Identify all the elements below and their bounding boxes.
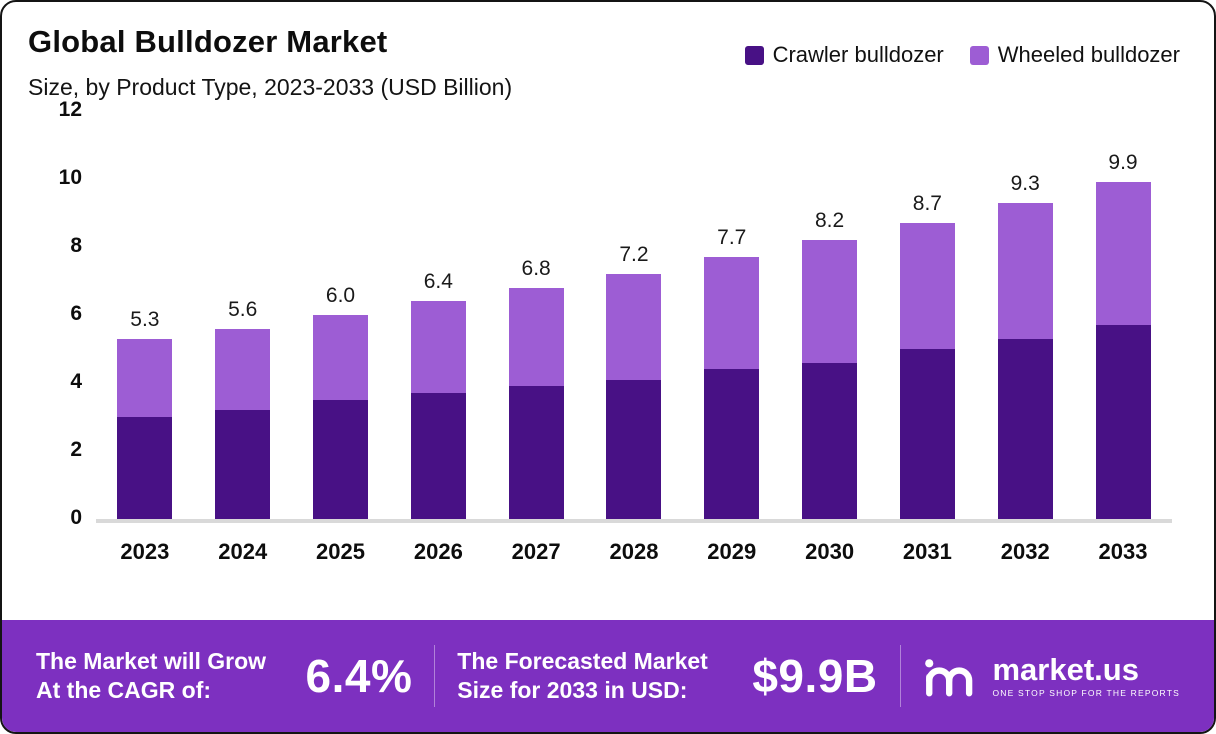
y-axis-tick-label: 12 bbox=[58, 98, 82, 121]
bar-column: 7.2 bbox=[585, 111, 683, 519]
bar-segment-crawler bbox=[997, 338, 1053, 519]
x-axis: 2023 2024 2025 2026 2027 2028 2029 2030 2031 2032… bbox=[96, 539, 1172, 565]
forecast-value: $9.9B bbox=[752, 650, 878, 702]
bar-segment-crawler bbox=[802, 362, 858, 519]
x-axis-label: 2026 bbox=[413, 539, 463, 564]
bar-total-label: 8.7 bbox=[912, 192, 942, 216]
bar-total-label: 7.7 bbox=[717, 226, 747, 250]
bar-segment-wheeled bbox=[410, 301, 466, 394]
wheeled-swatch-icon bbox=[969, 45, 989, 65]
footer-divider bbox=[434, 645, 436, 707]
y-axis-tick-label: 0 bbox=[70, 506, 82, 529]
brand-logo: market.us ONE STOP SHOP FOR THE REPORTS bbox=[922, 654, 1180, 698]
y-axis-tick-label: 4 bbox=[70, 370, 82, 393]
footer-banner: The Market will Grow At the CAGR of: 6.4… bbox=[2, 620, 1214, 732]
chart-header: Global Bulldozer Market Size, by Product… bbox=[2, 2, 1214, 101]
cagr-value: 6.4% bbox=[305, 650, 413, 702]
x-axis-label: 2023 bbox=[120, 539, 170, 564]
bar-column: 8.2 bbox=[781, 111, 879, 519]
bar-segment-crawler bbox=[606, 379, 662, 519]
bar-column: 9.3 bbox=[976, 111, 1074, 519]
bar-total-label: 8.2 bbox=[814, 209, 845, 233]
bar-segment-crawler bbox=[313, 400, 369, 519]
legend: Crawler bulldozer Wheeled bulldozer bbox=[744, 42, 1180, 68]
page-subtitle: Size, by Product Type, 2023-2033 (USD Bi… bbox=[28, 74, 513, 100]
forecast-label: The Forecasted Market Size for 2033 in U… bbox=[457, 648, 708, 703]
bar-segment-crawler bbox=[899, 349, 955, 519]
x-axis-label: 2033 bbox=[1098, 539, 1148, 564]
bar-total-label: 5.6 bbox=[228, 297, 258, 321]
bar-segment-crawler bbox=[1095, 325, 1151, 519]
plot-area: 5.3 5.6 6.0 6.4 6.8 7.2 7.7 8.2 8.7 9.3 9.9 0 2 4 6 8 1… bbox=[59, 98, 1172, 529]
bar-column: 5.6 bbox=[194, 111, 292, 519]
bar-column: 6.4 bbox=[389, 111, 487, 519]
x-axis-label: 2030 bbox=[805, 539, 855, 564]
bar-column: 8.7 bbox=[879, 111, 977, 519]
bar-column: 5.3 bbox=[96, 111, 194, 519]
footer-divider bbox=[899, 645, 901, 707]
legend-label: Crawler bulldozer bbox=[772, 42, 944, 67]
bar-segment-wheeled bbox=[899, 223, 955, 349]
bar-segment-crawler bbox=[410, 393, 466, 519]
bar-segment-wheeled bbox=[117, 338, 173, 417]
bar-segment-wheeled bbox=[1095, 182, 1151, 326]
bar-segment-wheeled bbox=[508, 287, 564, 387]
bar-total-label: 7.2 bbox=[619, 243, 649, 267]
x-axis-label: 2029 bbox=[707, 539, 757, 564]
brand-name: market.us bbox=[992, 652, 1139, 688]
x-axis-label: 2027 bbox=[511, 539, 561, 564]
bar-segment-crawler bbox=[508, 386, 564, 519]
cagr-label: The Market will Grow At the CAGR of: bbox=[36, 648, 267, 703]
bar-column: 6.8 bbox=[487, 111, 585, 519]
x-axis-label: 2028 bbox=[609, 539, 659, 564]
bar-total-label: 9.3 bbox=[1010, 171, 1040, 195]
legend-item-wheeled: Wheeled bulldozer bbox=[969, 42, 1180, 68]
legend-label: Wheeled bulldozer bbox=[997, 42, 1180, 67]
bar-segment-wheeled bbox=[313, 315, 369, 400]
bar-segment-crawler bbox=[215, 410, 271, 519]
bar-segment-wheeled bbox=[606, 274, 662, 380]
bar-column: 7.7 bbox=[683, 111, 781, 519]
x-axis-label: 2031 bbox=[902, 539, 952, 564]
bars-container: 5.3 5.6 6.0 6.4 6.8 7.2 7.7 8.2 8.7 9.3 9.9 bbox=[96, 111, 1172, 519]
page-title: Global Bulldozer Market bbox=[28, 24, 388, 59]
x-axis-label: 2024 bbox=[218, 539, 268, 564]
y-axis-tick-label: 8 bbox=[70, 234, 82, 257]
x-axis-label: 2025 bbox=[316, 539, 365, 564]
brand-tagline: ONE STOP SHOP FOR THE REPORTS bbox=[992, 688, 1180, 699]
bar-total-label: 6.8 bbox=[521, 256, 551, 280]
legend-item-crawler: Crawler bulldozer bbox=[744, 42, 944, 68]
bar-segment-crawler bbox=[704, 369, 760, 519]
bar-total-label: 6.4 bbox=[423, 270, 453, 294]
marketus-logo-icon bbox=[925, 659, 973, 697]
x-axis-label: 2032 bbox=[1000, 539, 1050, 564]
y-axis-tick-label: 10 bbox=[58, 166, 82, 189]
bar-segment-crawler bbox=[117, 417, 173, 519]
stacked-bar-chart: 5.3 5.6 6.0 6.4 6.8 7.2 7.7 8.2 8.7 9.3 9.9 0 2 4 6 8 1… bbox=[32, 98, 1172, 565]
bar-segment-wheeled bbox=[215, 328, 271, 411]
y-axis-tick-label: 6 bbox=[70, 302, 82, 325]
bar-column: 6.0 bbox=[292, 111, 390, 519]
brand-text: market.us ONE STOP SHOP FOR THE REPORTS bbox=[992, 654, 1180, 698]
bar-column: 9.9 bbox=[1074, 111, 1172, 519]
crawler-swatch-icon bbox=[744, 45, 764, 65]
bar-segment-wheeled bbox=[997, 202, 1053, 339]
y-axis-tick-label: 2 bbox=[70, 438, 82, 461]
bar-total-label: 6.0 bbox=[325, 284, 356, 307]
bar-total-label: 9.9 bbox=[1108, 151, 1138, 175]
bar-total-label: 5.3 bbox=[130, 307, 160, 331]
bar-segment-wheeled bbox=[802, 240, 858, 363]
bar-segment-wheeled bbox=[704, 257, 760, 370]
